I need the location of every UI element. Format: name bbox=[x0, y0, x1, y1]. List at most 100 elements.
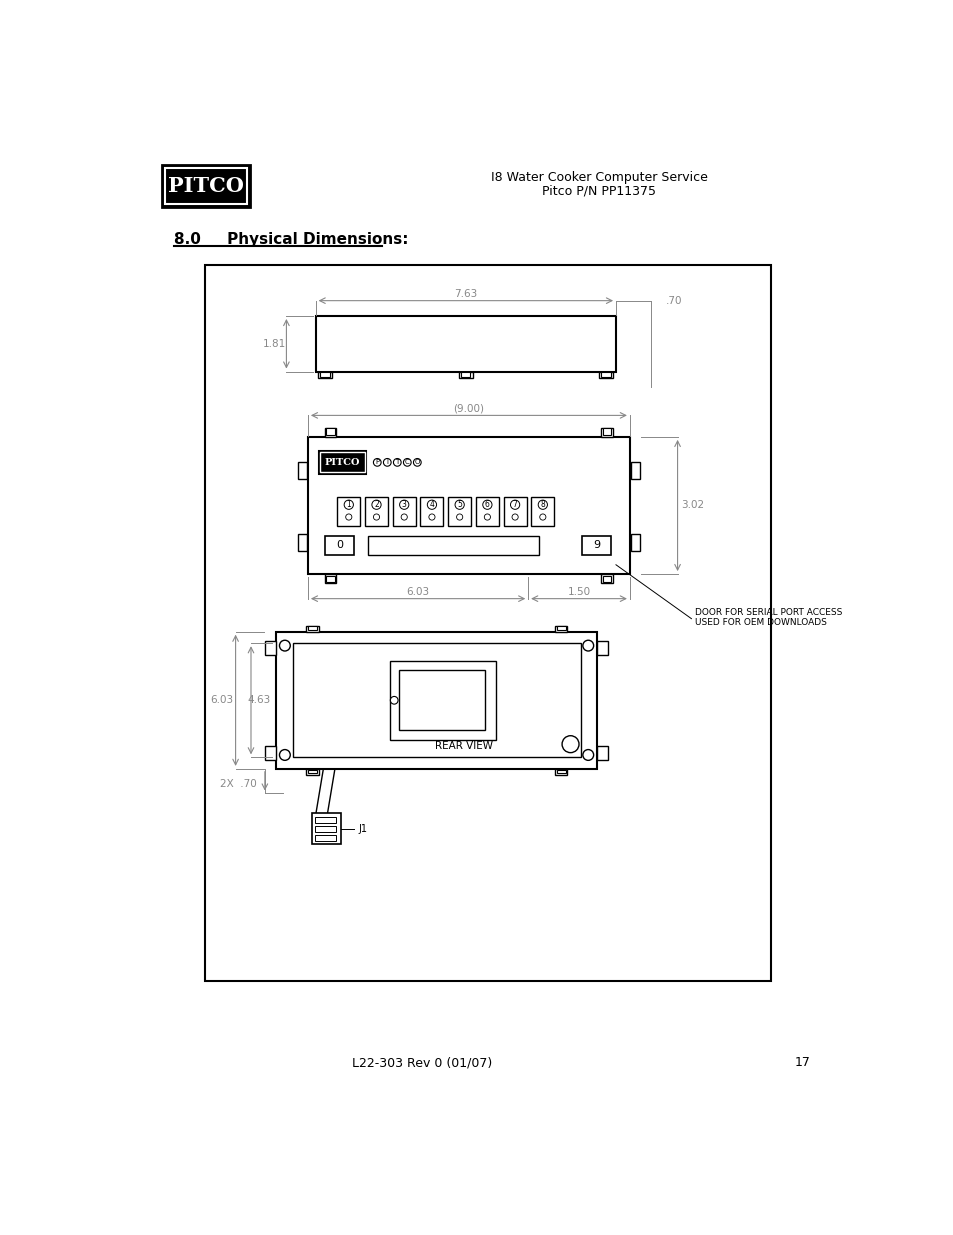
Bar bbox=[205, 266, 770, 982]
Text: (9.00): (9.00) bbox=[453, 404, 484, 414]
Circle shape bbox=[427, 500, 436, 509]
Text: 8.0     Physical Dimensions:: 8.0 Physical Dimensions: bbox=[173, 231, 408, 247]
Circle shape bbox=[279, 640, 290, 651]
Circle shape bbox=[345, 514, 352, 520]
Bar bbox=[325, 574, 336, 583]
Bar bbox=[275, 632, 597, 769]
Bar bbox=[297, 534, 307, 551]
Bar bbox=[448, 496, 471, 526]
Bar bbox=[314, 816, 336, 823]
Circle shape bbox=[372, 500, 381, 509]
Text: 3.02: 3.02 bbox=[680, 500, 704, 510]
Bar bbox=[306, 626, 318, 632]
Bar bbox=[630, 534, 639, 551]
Circle shape bbox=[383, 458, 391, 466]
Circle shape bbox=[561, 736, 578, 752]
Bar bbox=[531, 496, 554, 526]
Bar bbox=[326, 429, 335, 435]
Bar bbox=[420, 496, 443, 526]
Text: PITCO: PITCO bbox=[168, 177, 244, 196]
Bar bbox=[398, 671, 484, 730]
Text: PITCO: PITCO bbox=[325, 458, 360, 467]
Text: 0: 0 bbox=[335, 540, 343, 550]
Bar bbox=[555, 626, 567, 632]
Circle shape bbox=[455, 500, 464, 509]
Bar bbox=[308, 626, 317, 630]
Bar bbox=[476, 496, 498, 526]
Text: USED FOR OEM DOWNLOADS: USED FOR OEM DOWNLOADS bbox=[694, 618, 825, 627]
Bar bbox=[308, 769, 317, 773]
Bar bbox=[161, 165, 250, 207]
Circle shape bbox=[373, 514, 379, 520]
Bar bbox=[320, 452, 365, 472]
Circle shape bbox=[400, 514, 407, 520]
Bar bbox=[555, 769, 567, 776]
Bar bbox=[600, 574, 612, 583]
Circle shape bbox=[403, 458, 411, 466]
Circle shape bbox=[399, 500, 409, 509]
Bar bbox=[165, 168, 247, 205]
Bar bbox=[460, 372, 470, 377]
Bar bbox=[318, 451, 366, 474]
Circle shape bbox=[373, 458, 381, 466]
Bar bbox=[598, 372, 612, 378]
Bar bbox=[368, 536, 538, 555]
Text: 1: 1 bbox=[346, 500, 351, 509]
Bar bbox=[581, 536, 611, 555]
Bar bbox=[600, 372, 610, 377]
Bar bbox=[597, 746, 608, 760]
Circle shape bbox=[279, 750, 290, 761]
Text: 2: 2 bbox=[374, 500, 378, 509]
Bar bbox=[602, 429, 611, 435]
Text: J1: J1 bbox=[357, 824, 367, 834]
Bar bbox=[630, 462, 639, 478]
Text: L22-303 Rev 0 (01/07): L22-303 Rev 0 (01/07) bbox=[352, 1056, 492, 1070]
Bar bbox=[389, 661, 496, 740]
Text: 6: 6 bbox=[484, 500, 489, 509]
Bar bbox=[265, 746, 275, 760]
Text: 5: 5 bbox=[456, 500, 461, 509]
Bar bbox=[602, 576, 611, 582]
Circle shape bbox=[344, 500, 353, 509]
Circle shape bbox=[482, 500, 492, 509]
Bar bbox=[597, 641, 608, 655]
Circle shape bbox=[539, 514, 545, 520]
Text: 1.81: 1.81 bbox=[262, 338, 285, 348]
Text: P: P bbox=[375, 459, 379, 466]
Text: 4.63: 4.63 bbox=[247, 695, 270, 705]
Text: 2X  .70: 2X .70 bbox=[220, 779, 256, 789]
Text: .70: .70 bbox=[665, 295, 681, 305]
Text: 7.63: 7.63 bbox=[454, 289, 476, 299]
Circle shape bbox=[484, 514, 490, 520]
Bar bbox=[297, 462, 307, 478]
Text: 9: 9 bbox=[593, 540, 599, 550]
Text: REAR VIEW: REAR VIEW bbox=[434, 741, 492, 751]
Text: 8: 8 bbox=[540, 500, 544, 509]
Bar bbox=[317, 372, 332, 378]
Circle shape bbox=[429, 514, 435, 520]
Circle shape bbox=[512, 514, 517, 520]
Circle shape bbox=[537, 500, 547, 509]
Bar bbox=[265, 641, 275, 655]
Text: DOOR FOR SERIAL PORT ACCESS: DOOR FOR SERIAL PORT ACCESS bbox=[694, 608, 841, 618]
Text: 1.50: 1.50 bbox=[567, 587, 590, 597]
Bar bbox=[325, 427, 336, 437]
Bar bbox=[503, 496, 526, 526]
Text: O: O bbox=[415, 459, 419, 466]
Bar bbox=[314, 835, 336, 841]
Bar bbox=[326, 576, 335, 582]
Circle shape bbox=[390, 697, 397, 704]
Text: I8 Water Cooker Computer Service: I8 Water Cooker Computer Service bbox=[490, 170, 707, 184]
Bar bbox=[312, 814, 341, 845]
Bar bbox=[365, 496, 388, 526]
Text: Pitco P/N PP11375: Pitco P/N PP11375 bbox=[541, 185, 656, 198]
Text: I: I bbox=[386, 459, 388, 466]
Bar bbox=[393, 496, 416, 526]
Bar bbox=[325, 536, 354, 555]
Bar bbox=[557, 769, 565, 773]
Text: 17: 17 bbox=[794, 1056, 810, 1070]
Bar bbox=[458, 372, 473, 378]
Bar bbox=[320, 372, 329, 377]
Circle shape bbox=[456, 514, 462, 520]
Bar bbox=[306, 769, 318, 776]
